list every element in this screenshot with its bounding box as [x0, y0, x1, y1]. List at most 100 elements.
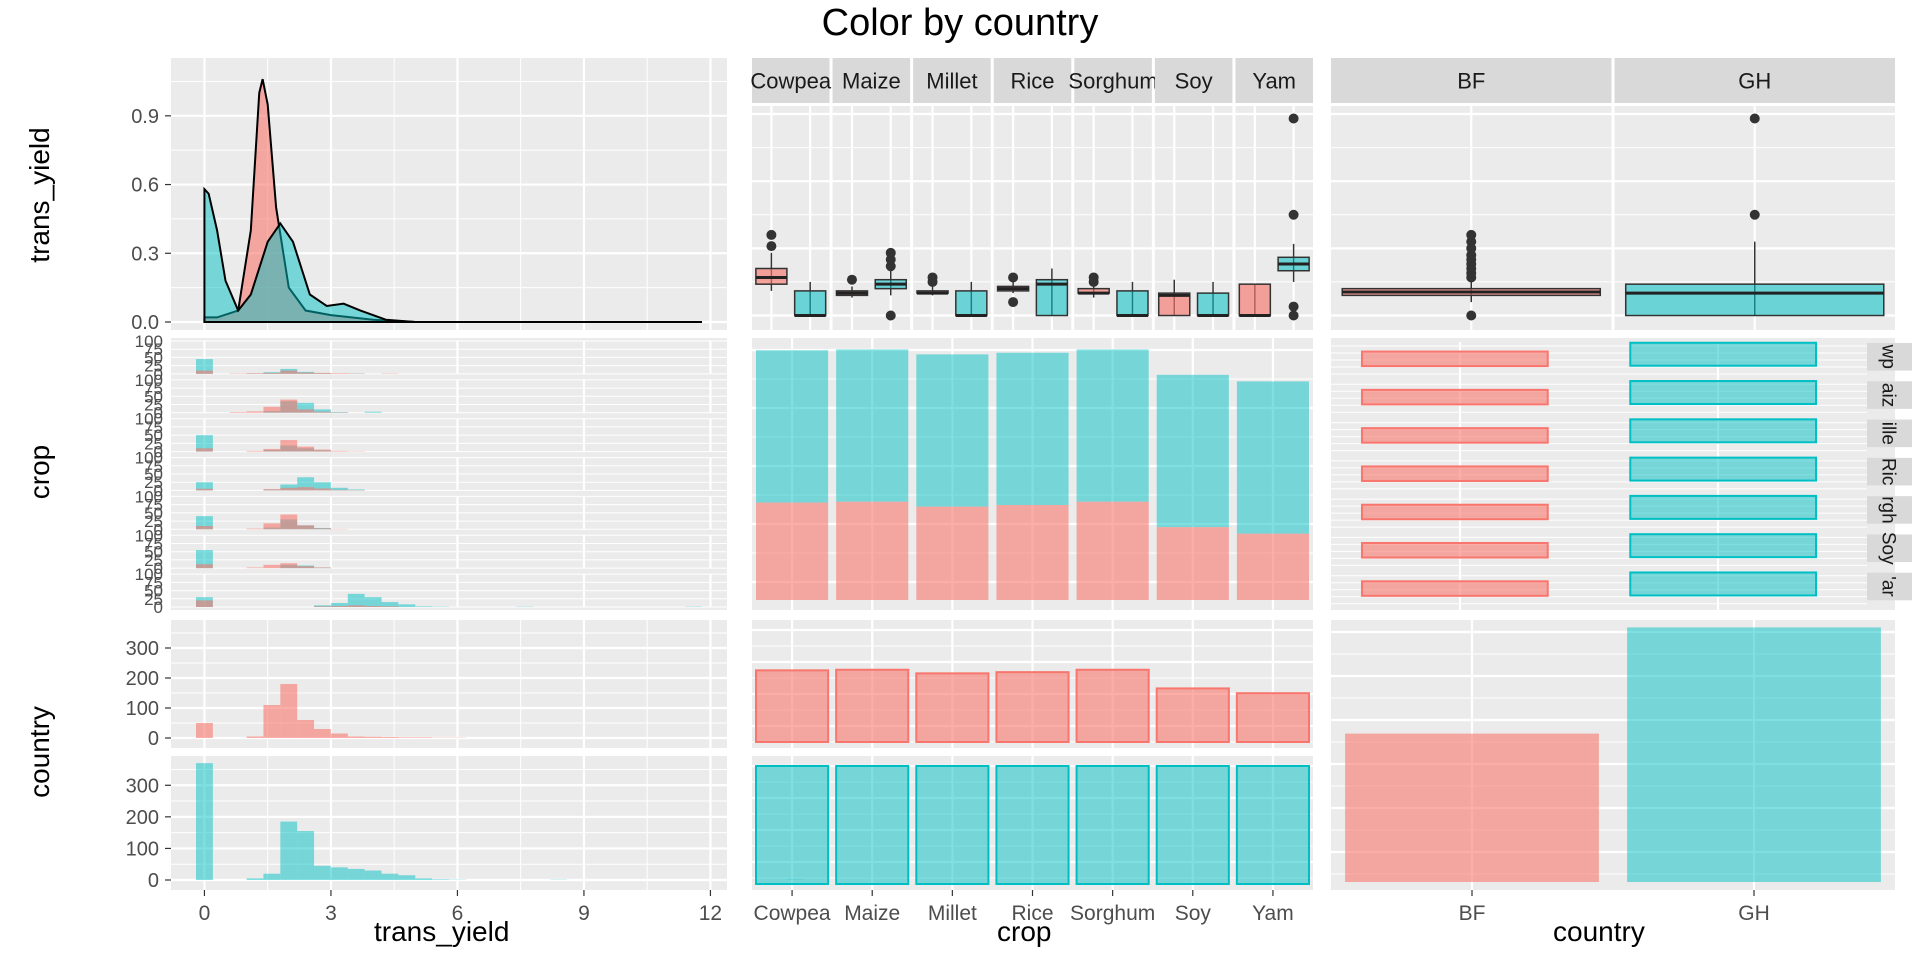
crop-hist-bin-bf-maize	[246, 411, 264, 413]
boxplot-box-gh	[955, 290, 988, 317]
country-hist-y-tick-label-bf: 100	[126, 698, 159, 720]
country-crop-bar-gh-soy	[1629, 533, 1818, 559]
crop-hist-bin-bf-millet	[246, 450, 264, 452]
boxplot-outlier-bf	[1008, 272, 1019, 283]
crop-stacked-bar-bf-rice	[996, 505, 1069, 600]
crop-hist-y-tick-label-maize: 75	[144, 379, 163, 398]
country-hist-bin-bf	[246, 736, 264, 738]
trans-yield-x-tick-label: 6	[452, 902, 464, 925]
crop-hist-bin-gh-yam	[364, 597, 382, 607]
country-boxplot-box-gh	[1624, 283, 1885, 317]
crop-bar-bf-yam	[1235, 692, 1310, 744]
country-hist-bin-gh	[364, 870, 382, 880]
crop-hist-bin-bf-cowpea	[196, 370, 213, 374]
country-crop-bar-gh-cowpea	[1629, 341, 1818, 367]
crop-side-strip-rice-label: Ric	[1878, 458, 1899, 485]
crop-hist-bin-bf-maize	[263, 406, 281, 413]
boxplot-outlier-gh	[885, 310, 896, 321]
crop-hist-y-tick-label-sorghum: 0	[154, 520, 163, 539]
country-hist-bin-gh	[280, 821, 298, 880]
crop-hist-bin-gh-soy	[196, 550, 213, 569]
country-crop-bar-gh-rice	[1629, 456, 1818, 482]
crop-hist-y-tick-label-sorghum: 50	[144, 504, 163, 523]
crop-stacked-bar-gh-soy	[1156, 374, 1229, 528]
country-hist-bin-gh	[196, 763, 213, 880]
crop-hist-bin-gh-millet	[196, 435, 213, 452]
country-hist-bin-bf	[415, 737, 433, 738]
country-hist-bin-bf	[381, 737, 399, 738]
country-crop-bar-bf-rice	[1360, 465, 1549, 482]
crop-hist-bin-gh-rice	[280, 484, 298, 491]
boxplot-outlier-bf	[846, 274, 857, 285]
crop-strip-sorghum-label: Sorghum	[1068, 69, 1157, 94]
crop-hist-y-tick-label-yam: 25	[144, 590, 163, 609]
country-hist-bin-bf	[364, 736, 382, 738]
country-count-bar-bf	[1345, 733, 1599, 882]
crop-bar-bf-cowpea	[755, 669, 830, 744]
crop-hist-bin-bf-maize	[314, 411, 331, 413]
crop-bar-gh-rice	[995, 765, 1070, 885]
boxplot-outlier-bf	[766, 241, 777, 252]
crop-hist-y-tick-label-yam: 100	[135, 565, 163, 584]
crop-x-tick-label: Millet	[928, 902, 977, 925]
trans-yield-x-tick-label: 0	[199, 902, 211, 925]
country-hist-y-tick-label-bf: 300	[126, 638, 159, 660]
country-hist-bin-gh	[381, 873, 399, 880]
crop-side-strip-sorghum-label: rgh	[1878, 496, 1899, 523]
country-crop-bar-bf-millet	[1360, 427, 1549, 444]
crop-hist-y-tick-label-maize: 50	[144, 387, 163, 406]
country-hist-bin-gh	[263, 873, 281, 880]
country-boxplot-outlier-bf	[1466, 229, 1477, 240]
crop-hist-bin-gh-yam	[415, 606, 433, 607]
crop-hist-bin-gh-rice	[330, 487, 348, 491]
country-crop-bar-gh-millet	[1629, 418, 1818, 444]
crop-strip-soy-label: Soy	[1175, 69, 1213, 94]
crop-hist-y-tick-label-sorghum: 100	[135, 487, 163, 506]
country-x-tick-label: GH	[1738, 902, 1770, 925]
crop-hist-y-tick-label-millet: 50	[144, 426, 163, 445]
country-hist-y-tick-label-gh: 200	[126, 807, 159, 829]
country-hist-bin-gh	[297, 831, 315, 880]
crop-hist-bin-bf-cowpea	[246, 373, 264, 374]
crop-strip-millet-label: Millet	[926, 69, 977, 94]
crop-side-strip-soy-bg	[1867, 534, 1912, 562]
crop-hist-y-tick-label-rice: 25	[144, 473, 163, 492]
crop-bar-bf-rice	[995, 671, 1070, 743]
country-hist-bin-gh	[330, 867, 348, 880]
crop-bar-bf-sorghum	[1075, 668, 1150, 744]
trans-yield-x-tick-label: 3	[325, 902, 337, 925]
boxplot-outlier-gh	[1288, 301, 1299, 312]
crop-hist-bin-bf-rice	[297, 487, 315, 491]
crop-hist-bin-gh-maize	[330, 412, 348, 413]
boxplot-outlier-bf	[1088, 272, 1099, 283]
crop-hist-bin-bf-sorghum	[246, 528, 264, 530]
crop-strip-rice-bg	[993, 58, 1072, 103]
y-axis-title-country: country	[24, 706, 55, 798]
crop-hist-y-tick-label-rice: 75	[144, 457, 163, 476]
crop-hist-bin-bf-millet	[330, 450, 348, 452]
crop-bar-bf-maize	[835, 668, 910, 744]
crop-hist-bin-gh-yam	[347, 593, 365, 607]
trans-yield-x-tick-label: 9	[578, 902, 590, 925]
country-hist-bin-gh	[432, 879, 449, 880]
crop-hist-bin-gh-yam	[398, 604, 416, 607]
crop-hist-bin-gh-rice	[347, 489, 365, 491]
trans-yield-x-tick-label: 12	[699, 902, 722, 925]
crop-strip-maize-label: Maize	[842, 69, 901, 94]
crop-stacked-bar-bf-soy	[1156, 527, 1229, 600]
crop-hist-bin-bf-soy	[280, 563, 298, 569]
crop-hist-bin-bf-rice	[263, 489, 281, 491]
crop-hist-bin-bf-yam	[347, 605, 365, 607]
crop-strip-millet-bg	[913, 58, 991, 103]
country-crop-bar-bf-sorghum	[1360, 503, 1549, 521]
crop-hist-bin-bf-yam	[314, 606, 331, 607]
crop-hist-bin-bf-millet	[314, 449, 331, 452]
country-hist-y-tick-label-gh: 0	[148, 870, 159, 892]
crop-bar-bf-soy	[1155, 687, 1230, 744]
boxplot-outlier-bf	[766, 229, 777, 240]
crop-side-strip-maize-bg	[1867, 381, 1912, 409]
crop-hist-bin-bf-sorghum	[314, 528, 331, 530]
crop-hist-bin-bf-sorghum	[280, 514, 298, 530]
boxplot-box-gh	[1196, 292, 1230, 317]
crop-strip-soy-bg	[1154, 58, 1233, 103]
